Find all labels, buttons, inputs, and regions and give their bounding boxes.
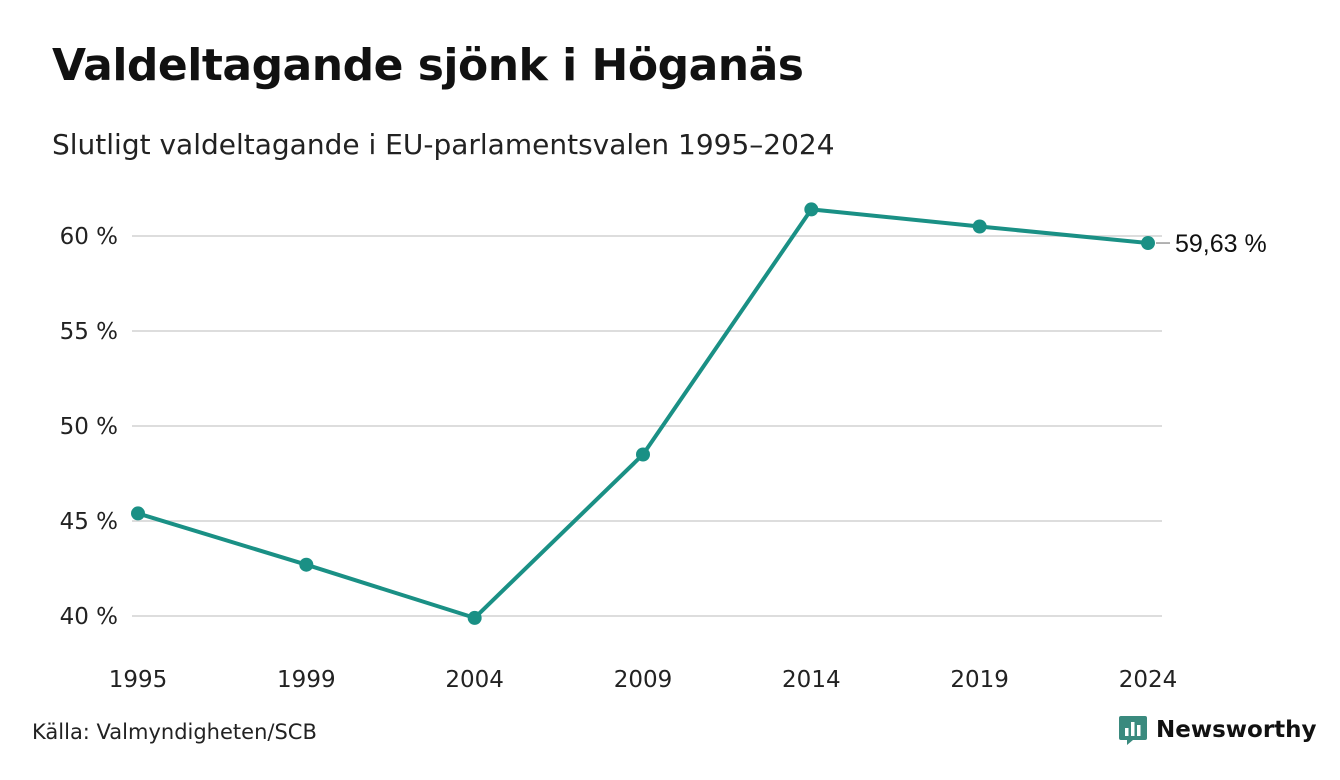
data-point xyxy=(804,202,819,217)
x-tick-label: 1999 xyxy=(277,667,336,693)
brand: Newsworthy xyxy=(1118,714,1317,746)
gridlines xyxy=(132,235,1162,617)
x-tick-label: 2009 xyxy=(614,667,673,693)
data-point xyxy=(131,506,145,521)
x-tick-label: 2019 xyxy=(950,667,1009,693)
brand-name: Newsworthy xyxy=(1156,717,1317,743)
end-value-label: 59,63 % xyxy=(1175,230,1267,258)
newsworthy-logo-icon xyxy=(1119,716,1147,745)
y-tick-label: 40 % xyxy=(60,604,118,630)
x-tick-label: 2004 xyxy=(445,667,504,693)
x-tick-label: 2014 xyxy=(782,667,841,693)
y-tick-label: 45 % xyxy=(60,509,118,535)
y-axis-labels: 40 % 45 % 50 % 55 % 60 % xyxy=(60,224,118,630)
chart-title: Valdeltagande sjönk i Höganäs xyxy=(52,40,804,91)
y-tick-label: 50 % xyxy=(60,414,118,440)
y-tick-label: 60 % xyxy=(60,224,118,250)
data-point xyxy=(636,447,650,462)
y-tick-label: 55 % xyxy=(60,319,118,345)
series-turnout xyxy=(131,202,1155,625)
end-value-annotation: 59,63 % xyxy=(1156,230,1267,258)
source-note: Källa: Valmyndigheten/SCB xyxy=(32,720,317,744)
data-point xyxy=(1141,236,1155,251)
x-tick-label: 1995 xyxy=(109,667,168,693)
line-chart: 40 % 45 % 50 % 55 % 60 % 1995 1999 2004 2009 201… xyxy=(60,202,1267,693)
data-point xyxy=(299,557,314,572)
x-axis-labels: 1995 1999 2004 2009 2014 2019 2024 xyxy=(109,667,1178,693)
x-tick-label: 2024 xyxy=(1119,667,1178,693)
data-point xyxy=(467,610,482,625)
series-line xyxy=(137,207,1149,620)
chart-subtitle: Slutligt valdeltagande i EU-parlamentsva… xyxy=(52,128,835,161)
data-point xyxy=(972,219,987,234)
